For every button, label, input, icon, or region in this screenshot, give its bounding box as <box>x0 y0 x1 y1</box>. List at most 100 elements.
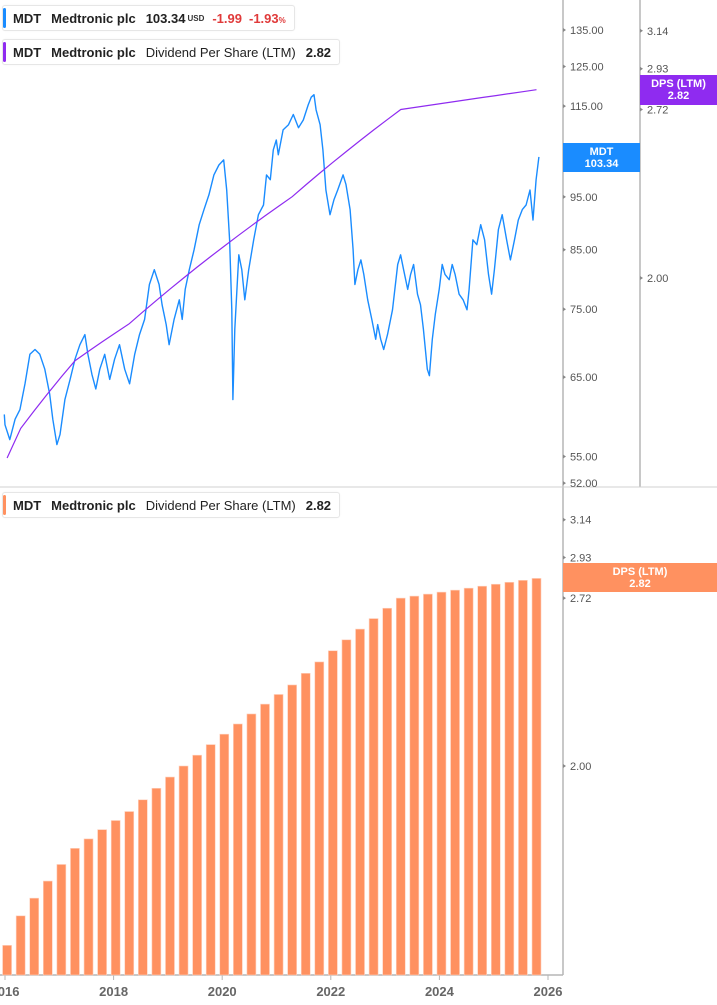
dps-bottom-tag-label: DPS (LTM) <box>612 565 668 578</box>
legend-company: Medtronic plc <box>51 44 136 60</box>
dps-bar <box>490 583 501 976</box>
dps-bars <box>2 578 542 976</box>
dps-bar <box>233 723 243 976</box>
dps-bar <box>504 581 515 976</box>
dps-tick-label: 2.00 <box>647 273 668 285</box>
price-tick-label: 52.00 <box>570 478 598 490</box>
dps-bar <box>409 595 420 976</box>
dps-bar <box>151 787 162 976</box>
price-tick-label: 135.00 <box>570 25 604 37</box>
price-tick-label-mark <box>563 481 566 486</box>
legend-color-swatch <box>3 495 6 515</box>
dps-bottom-tick-label: 2.72 <box>570 593 591 605</box>
dps-tag-label: DPS (LTM) <box>651 78 706 90</box>
dps-bar <box>192 754 202 976</box>
dps-tick-label: 3.14 <box>647 26 668 38</box>
price-tick-label-mark <box>563 247 566 252</box>
dps-bar <box>178 765 189 976</box>
dps-bottom-tick-label-mark <box>563 517 566 522</box>
dps-bar <box>395 597 406 976</box>
price-tick-label-mark <box>563 64 566 69</box>
dps-bar <box>70 848 80 976</box>
dps-tick-label: 2.72 <box>647 104 668 116</box>
dps-tick-label-mark <box>640 66 643 71</box>
price-tick-label: 85.00 <box>570 245 598 257</box>
price-tick-label: 65.00 <box>570 372 598 384</box>
x-tick-label: 2024 <box>425 984 455 999</box>
dps-bottom-tick-label-mark <box>563 764 566 768</box>
x-tick-label: 2018 <box>99 984 128 999</box>
dps-bar <box>450 589 460 976</box>
dps-bar <box>43 880 53 976</box>
dps-bar <box>246 713 257 976</box>
legend-ticker: MDT <box>13 497 42 513</box>
legend-change-pct: -1.93 <box>248 10 279 26</box>
legend-metric: Dividend Per Share (LTM) <box>145 44 296 60</box>
dps-tick-label-mark <box>640 276 643 280</box>
dps-tick-label: 2.93 <box>647 64 668 76</box>
dps-bar <box>341 639 352 976</box>
price-line <box>3 93 540 446</box>
legend-change: -1.99 <box>212 10 242 26</box>
dps-bar <box>124 811 135 976</box>
dps-bottom-tick-label-mark <box>563 555 566 560</box>
legend-dps-bottom[interactable]: MDT Medtronic plc Dividend Per Share (LT… <box>2 492 341 518</box>
dps-bar <box>328 650 338 976</box>
dps-bar <box>382 607 392 976</box>
legend-value: 2.82 <box>305 44 332 60</box>
dps-bar <box>219 733 230 976</box>
dps-axis-tag: DPS (LTM) 2.82 <box>640 75 717 105</box>
dps-bar <box>29 897 40 976</box>
legend-color-swatch <box>3 42 6 62</box>
dps-tick-label-mark <box>640 28 643 33</box>
x-tick-label: 2020 <box>208 984 237 999</box>
dps-bar <box>2 945 12 976</box>
price-tag-label: MDT <box>589 145 614 158</box>
price-tick-label-mark <box>563 454 566 459</box>
price-tick-label-mark <box>563 28 566 32</box>
dps-bottom-tick-label: 3.14 <box>570 515 591 527</box>
dps-tag-value: 2.82 <box>667 90 690 102</box>
legend-currency: USD <box>187 13 205 23</box>
price-tick-label-mark <box>563 194 566 199</box>
dps-bar <box>531 578 542 976</box>
x-tick-label: 2016 <box>0 984 19 999</box>
x-tick-label: 2022 <box>316 984 345 999</box>
dps-bottom-tick-label: 2.93 <box>570 553 591 565</box>
legend-price[interactable]: MDT Medtronic plc 103.34 USD -1.99 -1.93… <box>2 5 295 31</box>
legend-ticker: MDT <box>13 10 42 26</box>
legend-company: Medtronic plc <box>51 10 136 26</box>
price-tick-label: 75.00 <box>570 304 598 316</box>
dps-bar <box>205 744 216 976</box>
dps-bar <box>83 838 94 976</box>
legend-metric: Dividend Per Share (LTM) <box>145 497 296 513</box>
dps-bar <box>355 628 365 976</box>
price-tick-label: 55.00 <box>570 452 598 464</box>
dps-bottom-tick-label-mark <box>563 596 566 601</box>
dps-bar <box>436 591 447 976</box>
dps-bar <box>138 799 148 976</box>
dps-bar <box>165 776 175 976</box>
dps-bar <box>97 829 107 976</box>
x-tick-label: 2026 <box>534 984 563 999</box>
dps-bar <box>463 587 474 976</box>
legend-ticker: MDT <box>13 44 42 60</box>
dps-bar <box>300 673 311 976</box>
price-tick-label-mark <box>563 104 566 109</box>
legend-pct-sign: % <box>278 15 286 25</box>
legend-dps-top[interactable]: MDT Medtronic plc Dividend Per Share (LT… <box>2 39 341 65</box>
dps-bar <box>273 694 284 976</box>
dps-bar <box>56 864 67 976</box>
price-tick-label: 95.00 <box>570 192 598 204</box>
legend-company: Medtronic plc <box>51 497 136 513</box>
dps-bar <box>423 593 433 976</box>
price-tick-label: 115.00 <box>570 101 603 113</box>
dps-bar <box>518 580 528 976</box>
dps-bar <box>260 703 270 976</box>
dps-bar <box>287 684 297 976</box>
dps-bar <box>368 618 379 976</box>
price-tick-label-mark <box>563 307 566 312</box>
dps-tick-label-mark <box>640 107 643 112</box>
